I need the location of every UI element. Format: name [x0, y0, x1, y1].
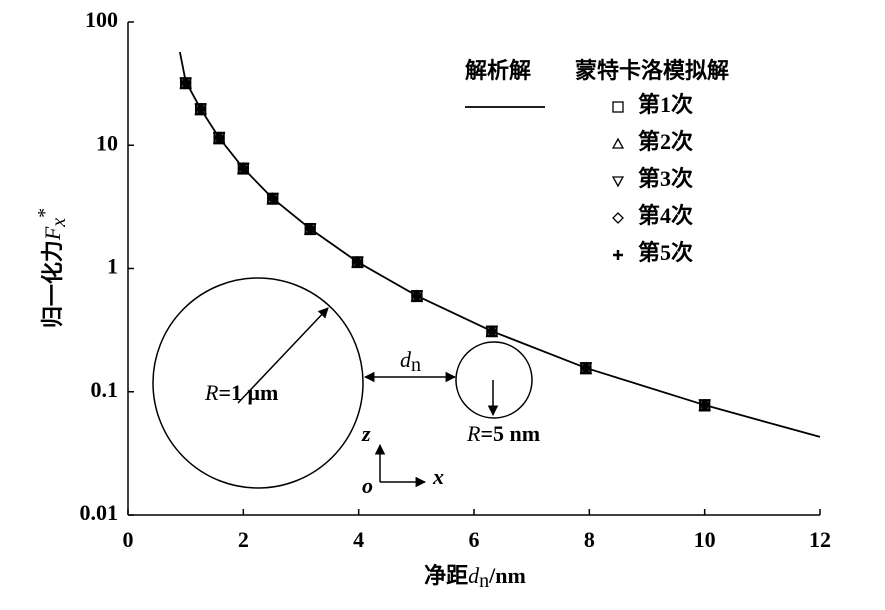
inset-label: dn — [400, 347, 421, 376]
x-tick-label: 0 — [123, 527, 134, 552]
inset-label: R=5 nm — [466, 421, 540, 446]
sup: * — [34, 208, 56, 218]
inset-label: x — [432, 464, 444, 489]
legend-label: 第3次 — [638, 166, 693, 191]
var: F — [40, 226, 65, 241]
y-axis-label: 归一化力Fx* — [34, 208, 70, 328]
x-axis-label: 净距dn/nm — [424, 563, 526, 592]
inset-label: o — [362, 473, 373, 498]
y-tick-label: 1 — [107, 254, 118, 279]
data-point — [580, 362, 591, 373]
x-tick-label: 2 — [238, 527, 249, 552]
unit: /nm — [488, 563, 526, 588]
data-point — [214, 132, 225, 143]
legend-label: 第2次 — [638, 129, 693, 154]
var: R — [204, 380, 219, 405]
x-tick-label: 8 — [584, 527, 595, 552]
sub: x — [48, 218, 70, 228]
y-tick-label: 100 — [85, 7, 118, 32]
x-tick-label: 4 — [353, 527, 364, 552]
data-point — [195, 103, 206, 114]
sub: n — [479, 570, 489, 592]
data-point — [267, 193, 278, 204]
data-point — [180, 77, 191, 88]
x-tick-label: 10 — [694, 527, 716, 552]
label: =1 μm — [218, 380, 278, 405]
data-point — [411, 290, 422, 301]
data-point — [179, 77, 192, 89]
large-sphere — [152, 277, 364, 489]
data-point — [486, 326, 497, 337]
var: d — [400, 347, 412, 372]
label: 净距 — [424, 563, 468, 588]
legend-label: 第1次 — [638, 92, 693, 117]
data-point — [410, 289, 423, 302]
x-tick-label: 6 — [469, 527, 480, 552]
legend-marker — [612, 212, 624, 224]
inset-label: R=1 μm — [204, 380, 278, 405]
x-tick-label: 12 — [809, 527, 831, 552]
var: d — [468, 563, 480, 588]
data-point — [352, 256, 363, 267]
sub: n — [411, 354, 421, 376]
data-point — [485, 325, 498, 338]
y-tick-label: 10 — [96, 130, 118, 155]
label: 归一化力 — [40, 240, 65, 328]
small-sphere — [455, 341, 533, 419]
legend-label: 第5次 — [638, 240, 693, 265]
legend-header: 蒙特卡洛模拟解 — [575, 58, 729, 83]
label: =5 nm — [480, 421, 540, 446]
data-point — [699, 400, 710, 411]
inset-diagram — [152, 277, 533, 489]
y-tick-label: 0.1 — [91, 377, 119, 402]
legend-marker — [613, 250, 623, 260]
legend-label: 第4次 — [638, 203, 693, 228]
legend-marker — [611, 137, 625, 149]
legend-marker — [611, 176, 625, 188]
var: R — [466, 421, 481, 446]
data-point — [305, 223, 316, 234]
radius-arrow — [237, 307, 329, 404]
y-tick-label: 0.01 — [80, 500, 119, 525]
legend-marker — [612, 101, 624, 113]
data-point — [238, 163, 249, 174]
legend-header: 解析解 — [465, 58, 531, 83]
inset-label: z — [361, 421, 371, 446]
